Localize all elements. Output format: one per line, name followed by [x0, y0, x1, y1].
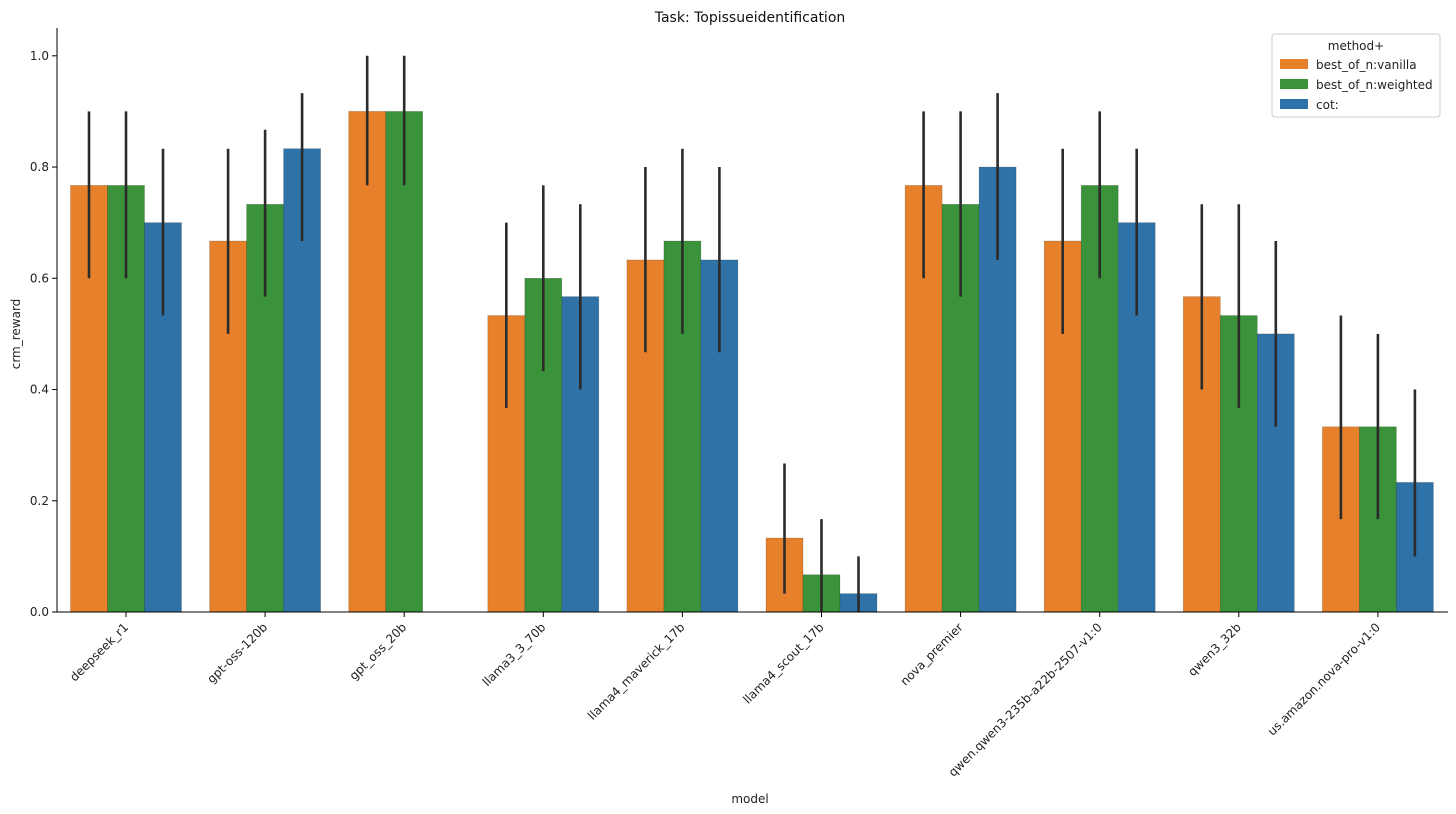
x-tick-label-5: llama4_scout_17b: [740, 620, 826, 706]
y-tick-label-3: 0.6: [30, 271, 49, 285]
y-tick-label-4: 0.8: [30, 160, 49, 174]
x-tick-label-6: nova_premier: [898, 620, 966, 688]
x-tick-label-1: gpt-oss-120b: [204, 620, 270, 686]
legend-swatch-1: [1280, 79, 1308, 89]
y-tick-label-0: 0.0: [30, 605, 49, 619]
x-tick-label-3: llama3_3_70b: [480, 620, 549, 689]
legend-frame: [1271, 33, 1441, 118]
y-tick-label-5: 1.0: [30, 49, 49, 63]
x-tick-label-0: deepseek_r1: [67, 620, 131, 684]
legend: method+ best_of_n:vanilla best_of_n:weight…: [1271, 33, 1441, 118]
bar-1-2: [385, 111, 424, 613]
x-tick-label-4: llama4_maverick_17b: [585, 620, 687, 722]
legend-swatch-2: [1280, 99, 1308, 109]
x-axis-label: model: [731, 792, 768, 806]
x-tick-label-7: qwen.qwen3-235b-a22b-2507-v1:0: [946, 620, 1105, 779]
chart-title: Task: Topissueidentification: [654, 10, 846, 26]
y-axis-label: crm_reward: [9, 299, 23, 370]
legend-label-0: best_of_n:vanilla: [1316, 58, 1417, 72]
y-tick-label-1: 0.2: [30, 494, 49, 508]
legend-title: method+: [1328, 39, 1384, 53]
bars-layer: [70, 111, 1434, 613]
y-tick-label-2: 0.4: [30, 383, 49, 397]
legend-swatch-0: [1280, 59, 1308, 69]
x-tick-label-9: us.amazon.nova-pro-v1:0: [1265, 620, 1383, 738]
x-tick-label-8: qwen3_32b: [1185, 620, 1244, 679]
legend-label-1: best_of_n:weighted: [1316, 78, 1433, 92]
bar-0-2: [348, 111, 387, 613]
error-bars-layer: [87, 55, 1417, 612]
legend-label-2: cot:: [1316, 98, 1339, 112]
x-tick-label-2: gpt_oss_20b: [347, 620, 410, 683]
